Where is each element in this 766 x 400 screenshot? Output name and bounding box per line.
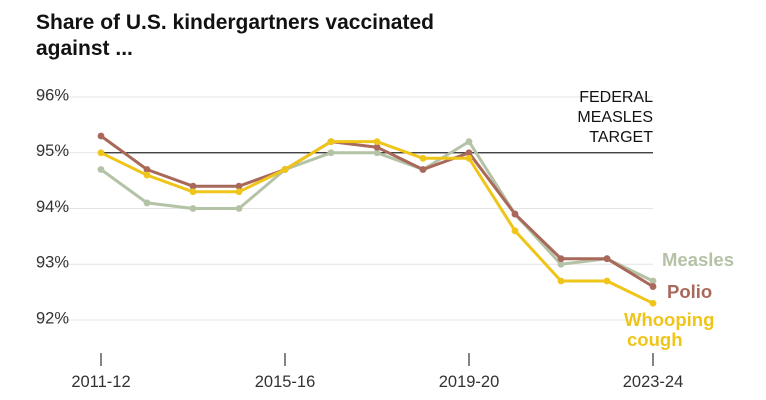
series-line-whooping-cough bbox=[99, 140, 655, 305]
data-point-polio bbox=[189, 182, 197, 190]
y-tick-label: 96% bbox=[36, 86, 69, 104]
data-point-measles bbox=[189, 205, 197, 212]
target-label-line: FEDERAL bbox=[579, 89, 653, 106]
target-label-line: MEASLES bbox=[577, 109, 653, 126]
data-point-measles bbox=[649, 277, 657, 285]
data-point-whooping-cough bbox=[235, 188, 243, 196]
data-point-whooping-cough bbox=[97, 149, 105, 157]
target-label-line: TARGET bbox=[589, 129, 653, 146]
series-label-whooping-cough: Whooping bbox=[624, 309, 714, 330]
data-point-polio bbox=[603, 255, 611, 263]
data-point-polio bbox=[465, 149, 473, 157]
data-point-whooping-cough bbox=[281, 166, 289, 173]
series-label-measles: Measles bbox=[662, 249, 734, 270]
y-tick-label: 94% bbox=[36, 198, 69, 216]
x-tick-label: 2015-16 bbox=[255, 373, 316, 391]
x-tick-label: 2023-24 bbox=[623, 373, 684, 391]
data-point-whooping-cough bbox=[189, 188, 197, 196]
data-point-whooping-cough bbox=[511, 227, 519, 235]
series-group bbox=[97, 132, 657, 307]
x-tick-label: 2019-20 bbox=[439, 373, 500, 391]
data-point-polio bbox=[511, 210, 519, 218]
data-point-whooping-cough bbox=[465, 154, 473, 162]
data-point-whooping-cough bbox=[373, 138, 381, 146]
data-point-polio bbox=[649, 283, 657, 290]
data-point-whooping-cough bbox=[327, 138, 335, 146]
x-tick-label: 2011-12 bbox=[71, 373, 130, 391]
data-point-measles bbox=[97, 166, 105, 173]
y-tick-label: 93% bbox=[36, 254, 69, 272]
y-tick-label: 95% bbox=[36, 142, 69, 160]
data-point-measles bbox=[327, 149, 335, 157]
data-point-polio bbox=[97, 132, 105, 140]
data-point-measles bbox=[373, 149, 381, 157]
data-point-polio bbox=[373, 143, 381, 151]
data-point-polio bbox=[419, 166, 427, 173]
data-point-whooping-cough bbox=[557, 277, 565, 285]
gridlines: 92% 93% 94% 95% 96% bbox=[36, 86, 653, 327]
data-point-whooping-cough bbox=[649, 299, 657, 307]
data-point-polio bbox=[235, 182, 243, 190]
data-point-measles bbox=[557, 260, 565, 268]
chart-title: Share of U.S. kindergartners vaccinated … bbox=[36, 11, 434, 60]
series-label-whooping-cough: cough bbox=[627, 329, 683, 350]
data-point-measles bbox=[235, 205, 243, 212]
data-point-whooping-cough bbox=[603, 277, 611, 285]
data-point-whooping-cough bbox=[419, 154, 427, 162]
data-point-measles bbox=[143, 199, 151, 207]
x-axis: 2011-12 2015-16 2019-20 2023-24 bbox=[71, 353, 683, 391]
data-point-whooping-cough bbox=[143, 171, 151, 179]
data-point-measles bbox=[465, 138, 473, 146]
data-point-polio bbox=[557, 255, 565, 263]
series-label-polio: Polio bbox=[667, 281, 712, 302]
data-point-polio bbox=[143, 166, 151, 173]
y-tick-label: 92% bbox=[36, 309, 69, 327]
